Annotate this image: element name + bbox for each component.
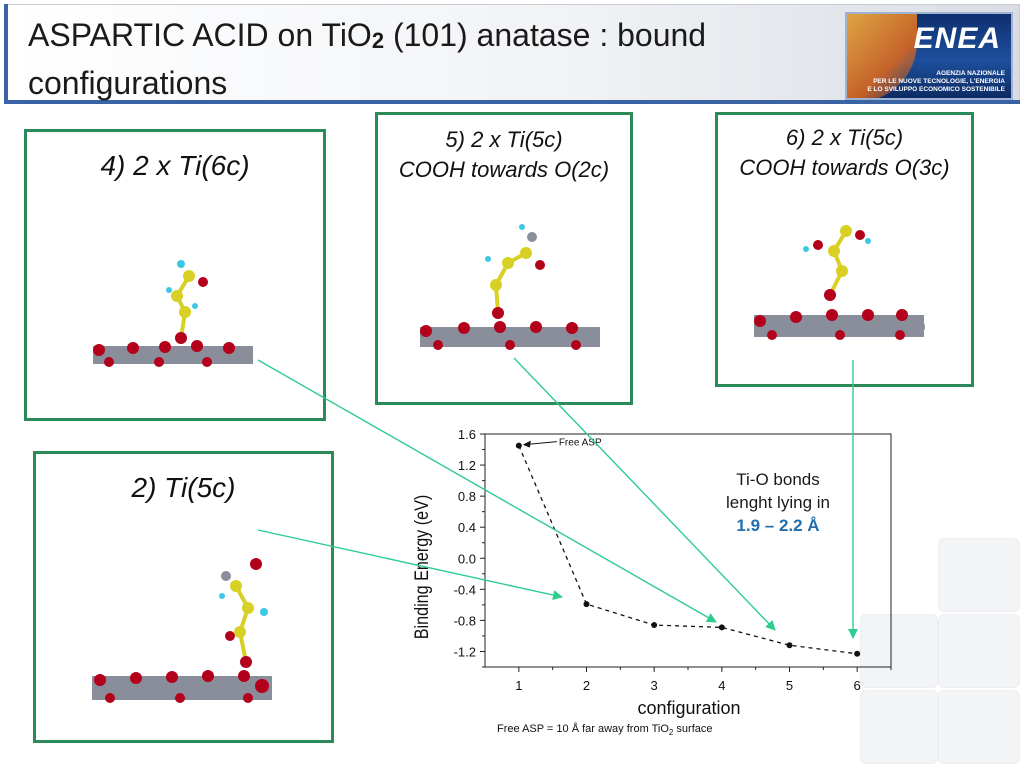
molecule-image-config-2 [92,558,272,703]
annotation-arrow-head [522,440,531,448]
surface-slab [754,309,925,340]
aspartic-acid [219,558,268,668]
bond-note-range: 1.9 – 2.2 Å [736,516,820,535]
title-underline [4,100,1020,104]
x-axis-label: configuration [637,698,740,718]
bond-length-note: Ti-O bonds lenght lying in 1.9 – 2.2 Å [703,468,853,537]
footnote-suffix: surface [673,723,713,735]
decor-square [860,614,938,688]
logo-caption: AGENZIA NAZIONALE PER LE NUOVE TECNOLOGI… [847,70,1005,94]
data-point [718,624,725,631]
x-tick-label: 3 [651,678,658,693]
bond-note-line: lenght lying in [726,493,830,512]
logo-caption-line: PER LE NUOVE TECNOLOGIE, L'ENERGIA [873,78,1005,85]
x-axis-ticks: 1 2 3 4 5 6 [515,667,892,693]
annotation-label: Free ASP [559,438,602,449]
title-main: ASPARTIC ACID on TiO [28,17,372,53]
aspartic-acid [485,224,545,319]
aspartic-acid [166,260,208,344]
panel-label: 6) 2 x Ti(5c) COOH towards O(3c) [718,123,971,183]
x-tick-label: 6 [854,678,861,693]
panel-label: 2) Ti(5c) [36,472,331,504]
y-tick-label: 1.6 [458,427,476,442]
enea-logo: ENEA AGENZIA NAZIONALE PER LE NUOVE TECN… [845,12,1013,100]
panel-config-4: 4) 2 x Ti(6c) [24,129,326,421]
panel-label-line: 4) 2 x Ti(6c) [100,150,250,181]
decor-square [938,614,1020,688]
logo-wordmark: ENEA [913,22,1001,55]
title-accent [4,4,8,104]
molecule-image-config-6 [754,225,925,340]
panel-label-line: 5) 2 x Ti(5c) [445,127,563,152]
y-tick-label: 0.4 [458,520,476,535]
decor-square [938,690,1020,764]
data-point [786,642,793,649]
y-tick-label: 1.2 [458,458,476,473]
y-tick-label: 0.0 [458,551,476,566]
x-tick-label: 1 [515,678,522,693]
bond-note-line: Ti-O bonds [736,470,820,489]
panel-label: 4) 2 x Ti(6c) [27,150,323,182]
y-tick-label: -1.2 [454,644,476,659]
footnote: Free ASP = 10 Å far away from TiO2 surfa… [497,723,713,737]
data-point [515,442,522,449]
decor-square [938,538,1020,612]
panel-label-line: 6) 2 x Ti(5c) [785,125,904,150]
title-rest: (101) anatase : bound [384,17,707,53]
series-line [518,445,858,655]
surface-slab [93,340,253,367]
panel-label-line: COOH towards O(2c) [398,157,610,182]
panel-label-line: COOH towards O(3c) [739,155,950,180]
y-tick-label: -0.4 [454,582,476,597]
x-tick-label: 2 [583,678,590,693]
title-line2: configurations [28,65,228,101]
data-point [651,622,658,629]
slide-title: ASPARTIC ACID on TiO2 (101) anatase : bo… [28,14,828,104]
y-axis-ticks: 1.6 1.2 0.8 0.4 0.0 -0.4 -0.8 -1.2 [454,427,485,668]
y-tick-label: 0.8 [458,489,476,504]
logo-caption-line: E LO SVILUPPO ECONOMICO SOSTENIBILE [867,86,1005,93]
panel-config-5: 5) 2 x Ti(5c) COOH towards O(2c) [375,112,633,405]
y-axis-label: Binding Energy (eV) [411,495,433,639]
data-point [583,601,590,608]
panel-config-6: 6) 2 x Ti(5c) COOH towards O(3c) [715,112,974,387]
surface-slab [420,321,600,350]
footnote-text: Free ASP = 10 Å far away from TiO [497,723,669,735]
x-tick-label: 4 [718,678,725,693]
y-tick-label: -0.8 [454,613,476,628]
panel-config-2: 2) Ti(5c) [33,451,334,743]
x-tick-label: 5 [786,678,793,693]
aspartic-acid [803,225,871,301]
panel-label-line: 2) Ti(5c) [131,472,236,503]
footnote-subscript: 2 [668,728,674,738]
logo-caption-line: AGENZIA NAZIONALE [936,70,1005,77]
molecule-image-config-5 [420,224,600,350]
surface-slab [92,670,272,703]
molecule-image-config-4 [93,260,253,367]
decor-square [860,690,938,764]
data-point [854,650,861,657]
title-subscript: 2 [371,28,385,53]
panel-label: 5) 2 x Ti(5c) COOH towards O(2c) [378,125,630,185]
